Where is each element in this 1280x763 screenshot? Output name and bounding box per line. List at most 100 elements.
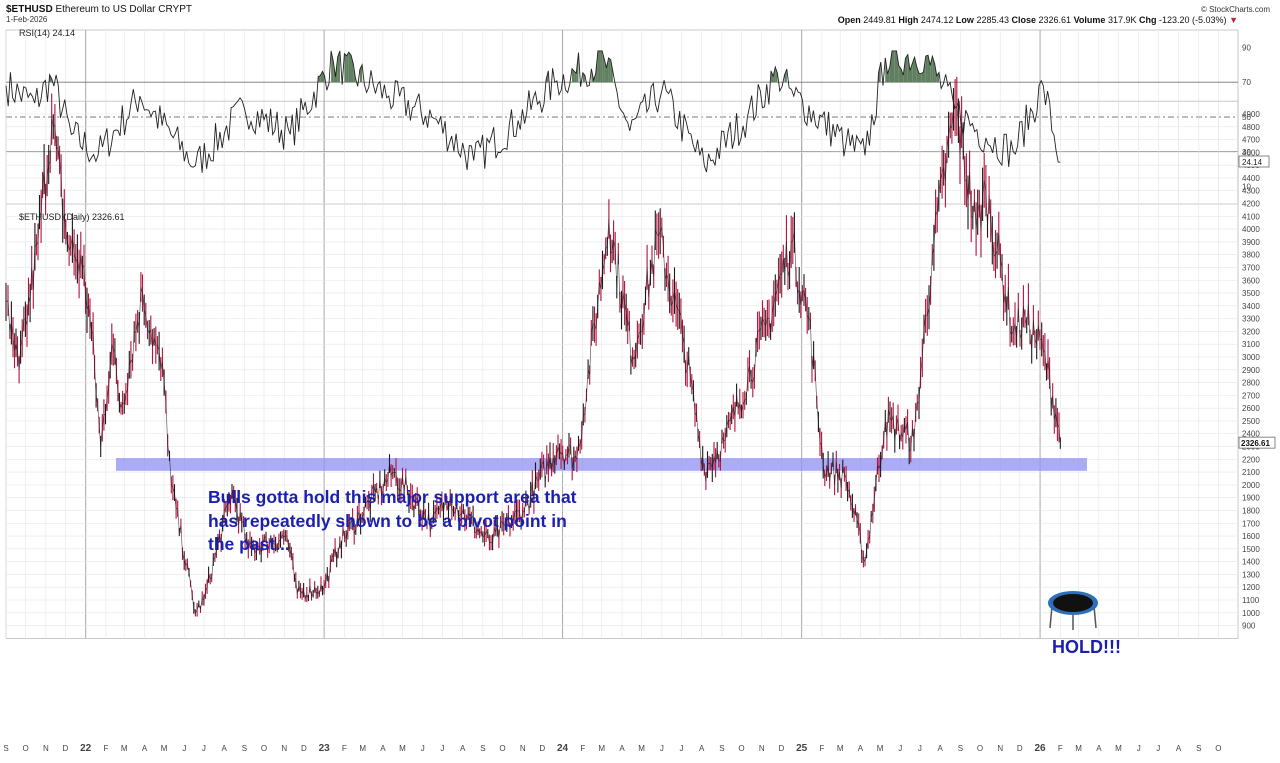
- hold-annotation: HOLD!!!: [1052, 637, 1121, 657]
- price-last-value-label: 2326.61: [1241, 439, 1270, 448]
- x-tick-label: S: [480, 744, 485, 753]
- x-tick-label: M: [598, 744, 605, 753]
- x-tick-label: M: [399, 744, 406, 753]
- price-y-tick-label: 2600: [1242, 404, 1260, 413]
- rsi-overbought-fill: [348, 52, 352, 83]
- price-y-tick-label: 900: [1242, 622, 1256, 631]
- symbol-name: Ethereum to US Dollar: [55, 4, 156, 15]
- x-tick-label: M: [161, 744, 168, 753]
- price-y-tick-label: 1100: [1242, 596, 1260, 605]
- rsi-y-tick-label: 70: [1242, 78, 1251, 87]
- x-tick-label: S: [958, 744, 963, 753]
- rsi-overbought-fill: [346, 52, 349, 83]
- x-tick-label: 22: [80, 743, 92, 754]
- price-y-tick-label: 2100: [1242, 468, 1260, 477]
- rsi-overbought-fill: [905, 54, 908, 83]
- x-tick-label: M: [121, 744, 128, 753]
- x-tick-label: O: [261, 744, 267, 753]
- x-tick-label: O: [977, 744, 983, 753]
- x-tick-label: F: [342, 744, 347, 753]
- price-y-tick-label: 4100: [1242, 212, 1260, 221]
- rsi-overbought-fill: [604, 59, 607, 83]
- price-y-tick-label: 2800: [1242, 379, 1260, 388]
- x-tick-label: A: [858, 744, 864, 753]
- x-tick-label: M: [837, 744, 844, 753]
- rsi-overbought-fill: [936, 72, 940, 83]
- price-y-tick-label: 3800: [1242, 251, 1260, 260]
- x-tick-label: A: [142, 744, 148, 753]
- rsi-overbought-fill: [322, 71, 325, 83]
- x-tick-label: 25: [796, 743, 808, 754]
- chg-label: Chg: [1139, 15, 1157, 25]
- x-tick-label: M: [359, 744, 366, 753]
- rsi-overbought-fill: [784, 69, 787, 83]
- x-tick-label: D: [539, 744, 545, 753]
- x-tick-label: A: [1176, 744, 1182, 753]
- price-y-tick-label: 1500: [1242, 545, 1260, 554]
- rsi-y-tick-label: 10: [1242, 183, 1251, 192]
- price-y-tick-label: 4700: [1242, 136, 1260, 145]
- x-tick-label: S: [1196, 744, 1201, 753]
- exchange: CRYPT: [158, 4, 193, 15]
- x-tick-label: J: [421, 744, 425, 753]
- x-tick-label: D: [1017, 744, 1023, 753]
- price-y-tick-label: 3200: [1242, 327, 1260, 336]
- x-tick-label: F: [1058, 744, 1063, 753]
- rsi-overbought-fill: [921, 71, 924, 83]
- rsi-overbought-fill: [925, 55, 928, 83]
- rsi-overbought-fill: [919, 73, 922, 83]
- x-tick-label: N: [520, 744, 526, 753]
- x-tick-label: M: [638, 744, 645, 753]
- price-y-tick-label: 4200: [1242, 200, 1260, 209]
- price-y-tick-label: 3000: [1242, 353, 1260, 362]
- x-tick-label: A: [699, 744, 705, 753]
- close-value: 2326.61: [1038, 15, 1072, 25]
- x-tick-label: J: [1137, 744, 1141, 753]
- rsi-overbought-fill: [608, 57, 611, 83]
- brand-label: © StockCharts.com: [1200, 5, 1270, 14]
- rsi-overbought-fill: [914, 57, 917, 83]
- low-value: 2285.43: [976, 15, 1009, 25]
- price-y-tick-label: 2400: [1242, 430, 1260, 439]
- rsi-overbought-fill: [930, 56, 933, 83]
- x-tick-label: D: [63, 744, 69, 753]
- trampoline-icon: [1048, 591, 1098, 630]
- price-y-tick-label: 2500: [1242, 417, 1260, 426]
- x-tick-label: F: [819, 744, 824, 753]
- chart-symbol: $ETHUSD Ethereum to US Dollar CRYPT: [6, 4, 192, 15]
- open-value: 2449.81: [863, 15, 896, 25]
- rsi-y-tick-label: 30: [1242, 148, 1251, 157]
- price-y-tick-label: 4400: [1242, 174, 1260, 183]
- price-y-tick-label: 4600: [1242, 148, 1260, 157]
- price-y-tick-label: 3600: [1242, 276, 1260, 285]
- rsi-overbought-fill: [898, 65, 902, 83]
- rsi-title: RSI(14) 24.14: [19, 28, 75, 38]
- price-y-tick-label: 3400: [1242, 302, 1260, 311]
- x-tick-label: N: [43, 744, 49, 753]
- price-y-tick-label: 3100: [1242, 340, 1260, 349]
- price-y-tick-label: 1800: [1242, 506, 1260, 515]
- x-tick-label: S: [719, 744, 724, 753]
- price-y-tick-label: 4000: [1242, 225, 1260, 234]
- x-tick-label: O: [1215, 744, 1221, 753]
- x-tick-label: M: [1115, 744, 1122, 753]
- price-title: $ETHUSD (Daily) 2326.61: [19, 212, 125, 222]
- x-tick-label: F: [103, 744, 108, 753]
- price-y-tick-label: 3900: [1242, 238, 1260, 247]
- volume-value: 317.9K: [1107, 15, 1137, 25]
- x-tick-label: J: [660, 744, 664, 753]
- rsi-overbought-fill: [927, 55, 931, 83]
- high-value: 2474.12: [920, 15, 954, 25]
- price-y-tick-label: 2200: [1242, 455, 1260, 464]
- x-tick-label: A: [222, 744, 228, 753]
- axes: S O N D 22 F M A M J J A S O N D 23 F M A M J J A S O N D 24 F M A M J J A S…: [3, 43, 1276, 754]
- down-arrow-icon: ▼: [1229, 15, 1238, 25]
- x-tick-label: N: [759, 744, 765, 753]
- rsi-overbought-fill: [344, 53, 347, 83]
- rsi-overbought-fill: [337, 50, 340, 83]
- rsi-overbought-fill: [597, 50, 601, 83]
- price-y-tick-label: 3500: [1242, 289, 1260, 298]
- x-tick-label: O: [738, 744, 744, 753]
- price-y-tick-label: 4800: [1242, 123, 1260, 132]
- price-y-tick-label: 4300: [1242, 187, 1260, 196]
